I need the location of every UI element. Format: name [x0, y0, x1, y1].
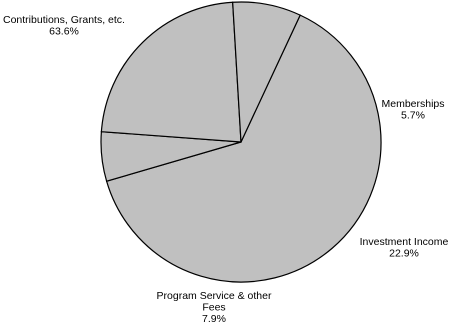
slice-label-4-line-2: Fees	[202, 302, 225, 314]
pie-slice-1	[105, 14, 382, 283]
pie-slice-4	[232, 1, 301, 143]
pie-slices	[100, 1, 382, 283]
slice-label-2: Memberships	[381, 98, 444, 110]
pie-slice-3	[100, 1, 242, 143]
slice-value-label-3: 22.9%	[389, 248, 419, 260]
pie-labels: Contributions, Grants, etc.63.6% Membersh…	[3, 14, 448, 325]
slice-label-3: Investment Income	[360, 236, 449, 248]
slice-value-label-1: 63.6%	[49, 26, 79, 38]
slice-value-label-2: 5.7%	[401, 110, 425, 122]
slice-label-4-line-1: Program Service & other	[157, 290, 272, 302]
slice-value-label-4: 7.9%	[202, 313, 226, 325]
slice-label-1: Contributions, Grants, etc.	[3, 14, 125, 26]
